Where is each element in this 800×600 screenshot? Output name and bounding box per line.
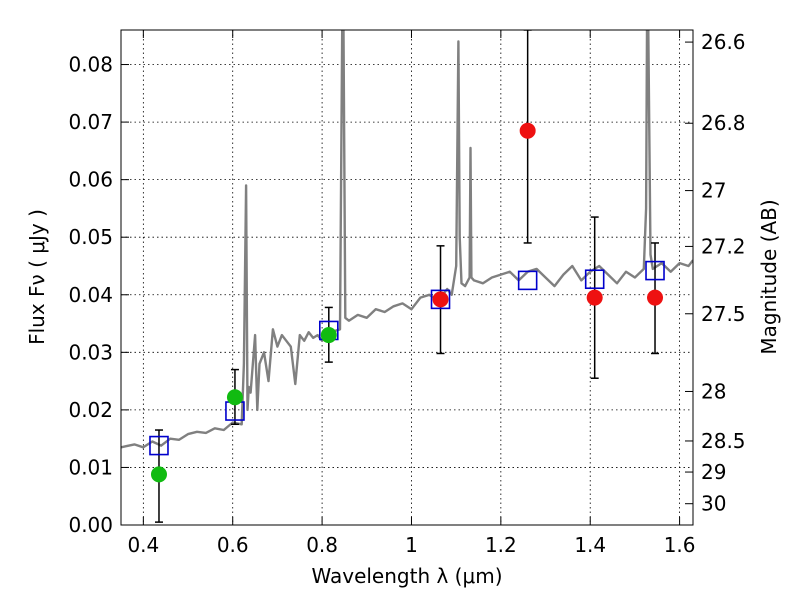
magnitude-tick-label: 26.8 [701,111,746,135]
model-photometry-square [430,289,451,310]
x-tick-label: 0.8 [306,533,338,557]
y-tick-label: 0.04 [68,283,113,307]
model-photometry-square [149,435,169,456]
detection-point [647,289,664,306]
y-tick-label: 0.07 [68,110,113,134]
x-tick-label: 1.6 [664,533,696,557]
detection-point [519,122,536,139]
plot-frame [120,29,694,526]
detection-point [320,327,337,344]
detection-point [150,466,167,483]
magnitude-tick-label: 27 [701,179,726,203]
magnitude-tick-label: 26.6 [701,30,746,54]
spectrum-line [121,30,693,449]
detection-point [226,389,243,406]
detections-layer [150,122,664,483]
x-tick-label: 1.2 [485,533,517,557]
x-tick-label: 1.4 [574,533,606,557]
magnitude-tick-label: 27.5 [701,302,746,326]
model-photometry-square [517,270,538,291]
y-tick-label: 0.06 [68,168,113,192]
y-tick-label: 0.03 [68,340,113,364]
magnitude-tick-label: 27.2 [701,234,746,258]
magnitude-tick-label: 28 [701,379,726,403]
y-tick-labels: 0.00 0.01 0.02 0.03 0.04 0.05 0.06 0.07 0.08 [68,53,113,537]
y-tick-label: 0.05 [68,225,113,249]
y-tick-label: 0.01 [68,455,113,479]
model-photometry-square [645,260,665,281]
magnitude-tick-label: 28.5 [701,429,746,453]
y-tick-label: 0.02 [68,398,113,422]
model-photometry-square [584,269,605,290]
magnitude-tick-label: 30 [701,492,726,516]
grid [121,30,693,526]
x-axis-label: Wavelength λ (μm) [311,564,502,588]
detection-point [432,291,449,308]
magnitude-tick-label: 29 [701,460,726,484]
y-tick-label: 0.08 [68,53,113,77]
x-tick-label: 0.6 [217,533,249,557]
detection-point [586,289,603,306]
y-axis-label: Flux Fν ( μJy ) [25,209,49,345]
plot-area [121,30,693,523]
magnitude-tick-labels: 26.6 26.8 27 27.2 27.5 28 28.5 29 30 [701,30,746,516]
y-tick-label: 0.00 [68,513,113,537]
axis-ticks [121,30,693,526]
x-tick-label: 0.4 [127,533,159,557]
spectrum-layer [121,30,693,449]
x-tick-label: 1 [405,533,418,557]
x-tick-labels: 0.4 0.6 0.8 1 1.2 1.4 1.6 [127,533,695,557]
right-axis-label: Magnitude (AB) [757,199,781,354]
